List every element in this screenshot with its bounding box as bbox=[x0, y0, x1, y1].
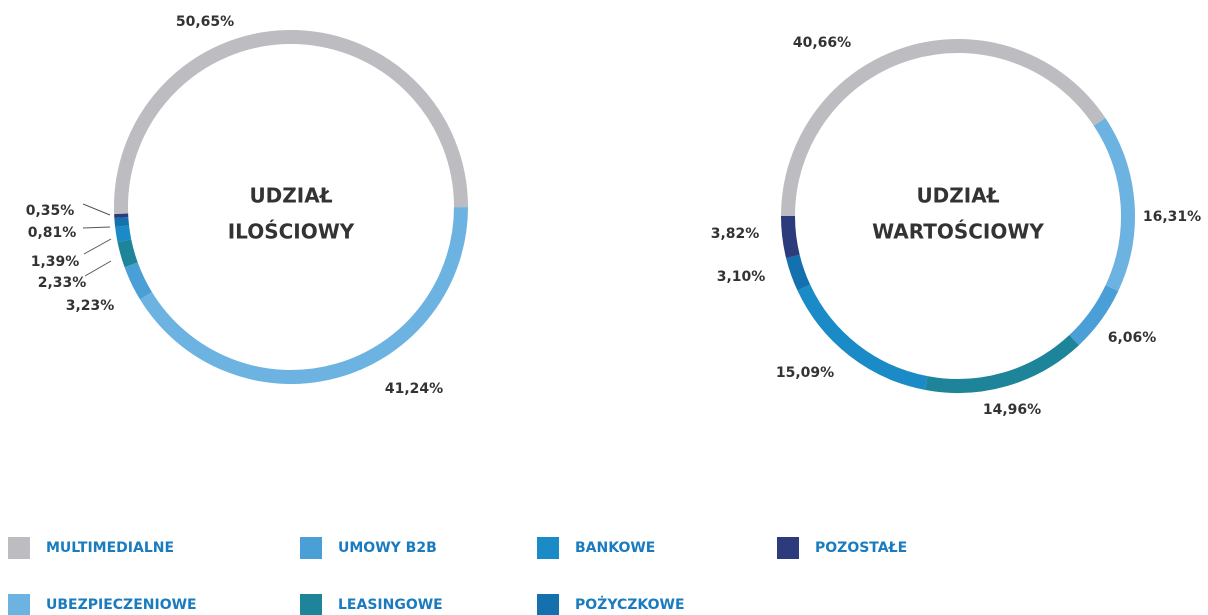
data-label: 16,31% bbox=[1143, 209, 1201, 225]
chart-title: UDZIAŁ bbox=[916, 184, 999, 208]
data-label: 0,81% bbox=[28, 225, 77, 241]
legend-label: BANKOWE bbox=[575, 540, 655, 556]
data-label: 3,23% bbox=[66, 298, 115, 314]
chart-title: UDZIAŁ bbox=[249, 184, 332, 208]
legend-label: UBEZPIECZENIOWE bbox=[46, 597, 197, 613]
legend-swatch bbox=[537, 537, 559, 559]
leader-line bbox=[82, 203, 111, 216]
donut-segment bbox=[140, 207, 468, 384]
donut-segment bbox=[114, 30, 468, 215]
legend-swatch bbox=[8, 594, 30, 615]
donut-segment bbox=[117, 239, 138, 268]
legend-label: LEASINGOWE bbox=[338, 597, 443, 613]
data-label: 14,96% bbox=[983, 402, 1041, 418]
chart-title: WARTOŚCIOWY bbox=[872, 220, 1044, 244]
data-label: 3,10% bbox=[717, 269, 766, 285]
donut-segment bbox=[924, 334, 1079, 393]
legend-swatch bbox=[777, 537, 799, 559]
legend-swatch bbox=[537, 594, 559, 615]
data-label: 6,06% bbox=[1108, 330, 1157, 346]
donut-segment bbox=[781, 215, 800, 259]
donut-segment bbox=[1093, 117, 1135, 292]
donut-segment bbox=[124, 262, 153, 300]
data-label: 40,66% bbox=[793, 35, 851, 51]
data-label: 1,39% bbox=[31, 254, 80, 270]
leader-lines bbox=[82, 203, 112, 277]
legend-swatch bbox=[300, 594, 322, 615]
data-label: 41,24% bbox=[385, 381, 443, 397]
data-label: 50,65% bbox=[176, 14, 234, 30]
chart-title: ILOŚCIOWY bbox=[228, 220, 355, 244]
donut-segment bbox=[115, 225, 132, 243]
donut-segment bbox=[781, 39, 1106, 217]
donut-segment bbox=[797, 284, 928, 390]
data-label: 3,82% bbox=[711, 226, 760, 242]
donut-segment bbox=[1069, 284, 1119, 346]
data-label: 0,35% bbox=[26, 203, 75, 219]
leader-line bbox=[83, 238, 112, 255]
legend-label: POZOSTAŁE bbox=[815, 540, 907, 556]
legend-label: POŻYCZKOWE bbox=[575, 596, 685, 613]
legend-swatch bbox=[8, 537, 30, 559]
leader-line bbox=[82, 226, 111, 229]
legend-label: MULTIMEDIALNE bbox=[46, 540, 174, 556]
legend-swatch bbox=[300, 537, 322, 559]
donut-segment bbox=[114, 217, 130, 227]
leader-line bbox=[84, 260, 112, 277]
data-label: 2,33% bbox=[38, 275, 87, 291]
data-label: 15,09% bbox=[776, 365, 834, 381]
donut-segment bbox=[786, 254, 811, 291]
legend-label: UMOWY B2B bbox=[338, 540, 437, 556]
